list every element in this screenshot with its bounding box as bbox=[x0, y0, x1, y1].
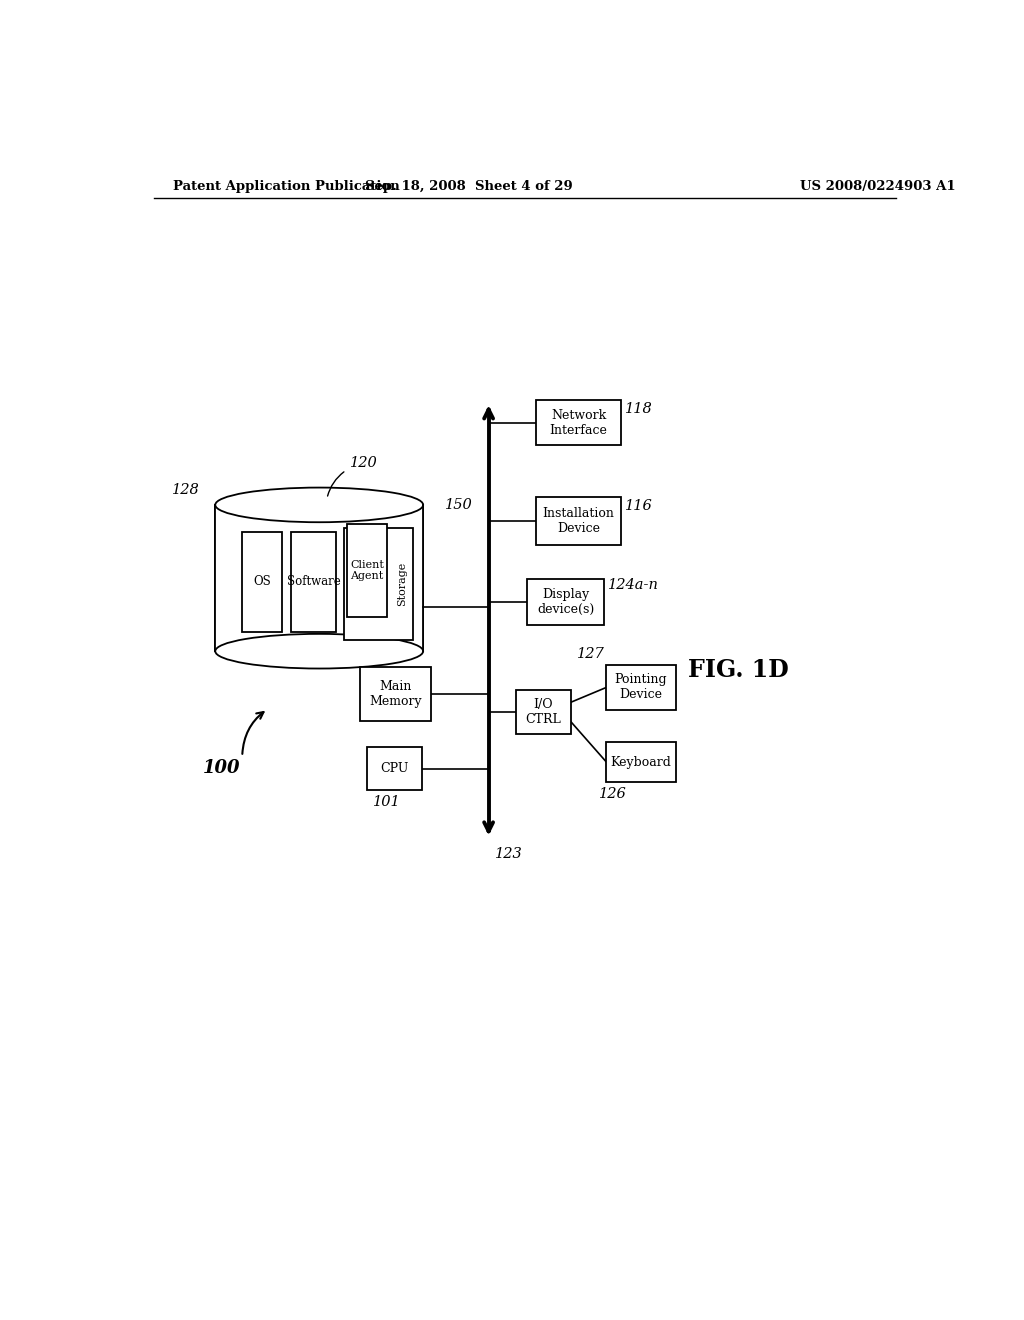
Text: 122: 122 bbox=[372, 645, 399, 660]
Text: 124a-n: 124a-n bbox=[608, 578, 658, 591]
Ellipse shape bbox=[215, 487, 423, 523]
Bar bbox=[515, 690, 571, 734]
Text: Keyboard: Keyboard bbox=[610, 755, 672, 768]
Bar bbox=[360, 667, 431, 721]
Ellipse shape bbox=[215, 634, 423, 668]
Bar bbox=[243, 532, 283, 632]
Bar bbox=[537, 498, 621, 545]
Text: Main
Memory: Main Memory bbox=[369, 680, 422, 708]
Text: I/O
CTRL: I/O CTRL bbox=[525, 698, 561, 726]
Text: Pointing
Device: Pointing Device bbox=[614, 673, 668, 701]
Text: Installation
Device: Installation Device bbox=[543, 507, 614, 535]
Text: US 2008/0224903 A1: US 2008/0224903 A1 bbox=[801, 180, 956, 193]
Bar bbox=[367, 747, 422, 789]
Text: 150: 150 bbox=[445, 498, 473, 512]
Bar bbox=[606, 665, 676, 710]
Text: 128: 128 bbox=[172, 483, 200, 496]
Text: Display
device(s): Display device(s) bbox=[537, 587, 594, 616]
Text: OS: OS bbox=[253, 576, 271, 589]
Text: 101: 101 bbox=[373, 795, 400, 809]
Text: 118: 118 bbox=[625, 403, 652, 416]
Text: Software: Software bbox=[287, 576, 341, 589]
Bar bbox=[606, 742, 676, 781]
Text: 116: 116 bbox=[625, 499, 652, 513]
Bar bbox=[537, 400, 621, 445]
Text: 100: 100 bbox=[203, 759, 241, 777]
Text: Sep. 18, 2008  Sheet 4 of 29: Sep. 18, 2008 Sheet 4 of 29 bbox=[366, 180, 573, 193]
Bar bbox=[344, 528, 413, 640]
Text: Client
Agent: Client Agent bbox=[350, 560, 384, 581]
Bar bbox=[347, 524, 387, 616]
FancyArrowPatch shape bbox=[243, 711, 263, 754]
Text: Storage: Storage bbox=[397, 562, 408, 606]
Text: CPU: CPU bbox=[381, 762, 409, 775]
Text: 126: 126 bbox=[599, 788, 627, 801]
Text: Patent Application Publication: Patent Application Publication bbox=[173, 180, 399, 193]
Text: 123: 123 bbox=[495, 846, 522, 861]
Bar bbox=[215, 506, 423, 651]
Text: 120: 120 bbox=[350, 455, 378, 470]
FancyArrowPatch shape bbox=[328, 471, 344, 496]
Text: FIG. 1D: FIG. 1D bbox=[688, 659, 790, 682]
Bar bbox=[292, 532, 336, 632]
Text: Network
Interface: Network Interface bbox=[550, 408, 607, 437]
Text: 127: 127 bbox=[578, 647, 605, 660]
Bar bbox=[527, 578, 604, 626]
